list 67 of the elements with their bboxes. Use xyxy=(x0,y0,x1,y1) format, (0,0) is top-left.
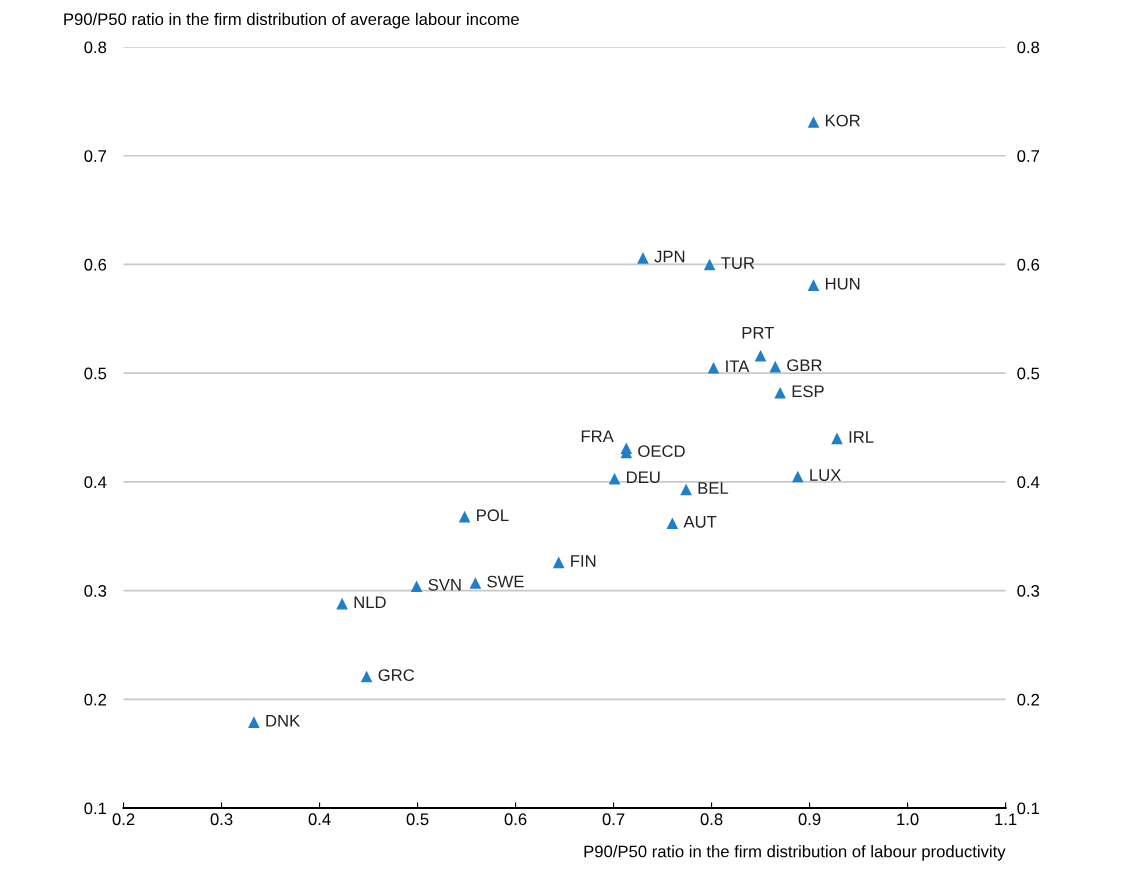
point xyxy=(248,716,260,728)
annotation: TUR xyxy=(721,257,755,269)
x-tick-label: 0.2 xyxy=(112,813,135,826)
point xyxy=(774,386,786,399)
x-tick-label: 0.7 xyxy=(602,813,625,826)
y2-tick-label: 0.7 xyxy=(1017,150,1040,162)
annotation: JPN xyxy=(654,250,685,263)
annotation: KOR xyxy=(825,114,860,127)
point xyxy=(637,252,649,264)
point xyxy=(807,116,820,128)
x-tick-label: 0.5 xyxy=(406,813,429,826)
y-tick-label: 0.7 xyxy=(84,150,107,162)
annotation: AUT xyxy=(683,516,717,528)
annotation: SVN xyxy=(428,578,461,591)
x-axis-title: P90/P50 ratio in the firm distribution of labour productivity xyxy=(584,845,1006,861)
y-axis-title: P90/P50 ratio in the firm distribution of average labour income xyxy=(64,12,519,29)
annotation: ESP xyxy=(792,385,824,398)
x-tick-label: 1.0 xyxy=(897,813,919,826)
point xyxy=(707,361,720,374)
y2-tick-label: 0.5 xyxy=(1017,367,1040,380)
x-tick-label: 0.4 xyxy=(308,813,331,826)
annotation: ITA xyxy=(726,360,750,373)
point xyxy=(792,470,804,483)
annotation: GBR xyxy=(787,359,822,372)
y-tick-label: 0.1 xyxy=(84,802,107,815)
annotation: OECD xyxy=(638,445,685,458)
annotation: POL xyxy=(477,509,509,522)
y-tick-label: 0.2 xyxy=(84,693,107,706)
point xyxy=(410,580,423,593)
y2-tick-label: 0.3 xyxy=(1017,585,1040,597)
annotation: DEU xyxy=(627,471,660,484)
point xyxy=(458,510,471,523)
x-tick-label: 0.3 xyxy=(210,813,233,826)
annotation: BEL xyxy=(698,482,729,494)
y2-tick-label: 0.4 xyxy=(1017,476,1040,489)
annotation: LUX xyxy=(810,469,841,481)
point xyxy=(360,670,373,683)
y2-tick-label: 0.6 xyxy=(1017,258,1040,271)
annotation: NLD xyxy=(354,596,386,608)
x-tick-label: 0.8 xyxy=(700,813,723,826)
annotation: IRL xyxy=(849,431,874,443)
x-tick-label: 1.1 xyxy=(995,813,1017,825)
annotation: HUN xyxy=(825,277,860,290)
point xyxy=(552,556,565,569)
point xyxy=(769,360,782,373)
point xyxy=(754,349,767,362)
y2-tick-label: 0.2 xyxy=(1017,693,1040,706)
annotation: FIN xyxy=(571,555,596,567)
point xyxy=(469,577,482,589)
y-tick-label: 0.6 xyxy=(84,258,107,271)
y2-tick-label: 0.1 xyxy=(1017,802,1040,815)
annotation: DNK xyxy=(266,715,301,727)
point xyxy=(807,279,820,291)
point xyxy=(608,472,621,485)
y-tick-label: 0.8 xyxy=(84,41,107,54)
x-tick-label: 0.9 xyxy=(798,813,821,826)
annotation: GRC xyxy=(378,669,415,681)
x-tick-label: 0.6 xyxy=(504,813,527,826)
y-tick-label: 0.4 xyxy=(84,476,107,489)
point xyxy=(666,517,679,530)
y-tick-label: 0.3 xyxy=(84,585,107,597)
point xyxy=(703,258,716,271)
y-tick-label: 0.5 xyxy=(84,367,107,380)
annotation: FRA xyxy=(581,430,614,442)
annotation: SWE xyxy=(487,575,524,588)
y2-tick-label: 0.8 xyxy=(1017,41,1040,54)
annotation: PRT xyxy=(742,326,774,339)
